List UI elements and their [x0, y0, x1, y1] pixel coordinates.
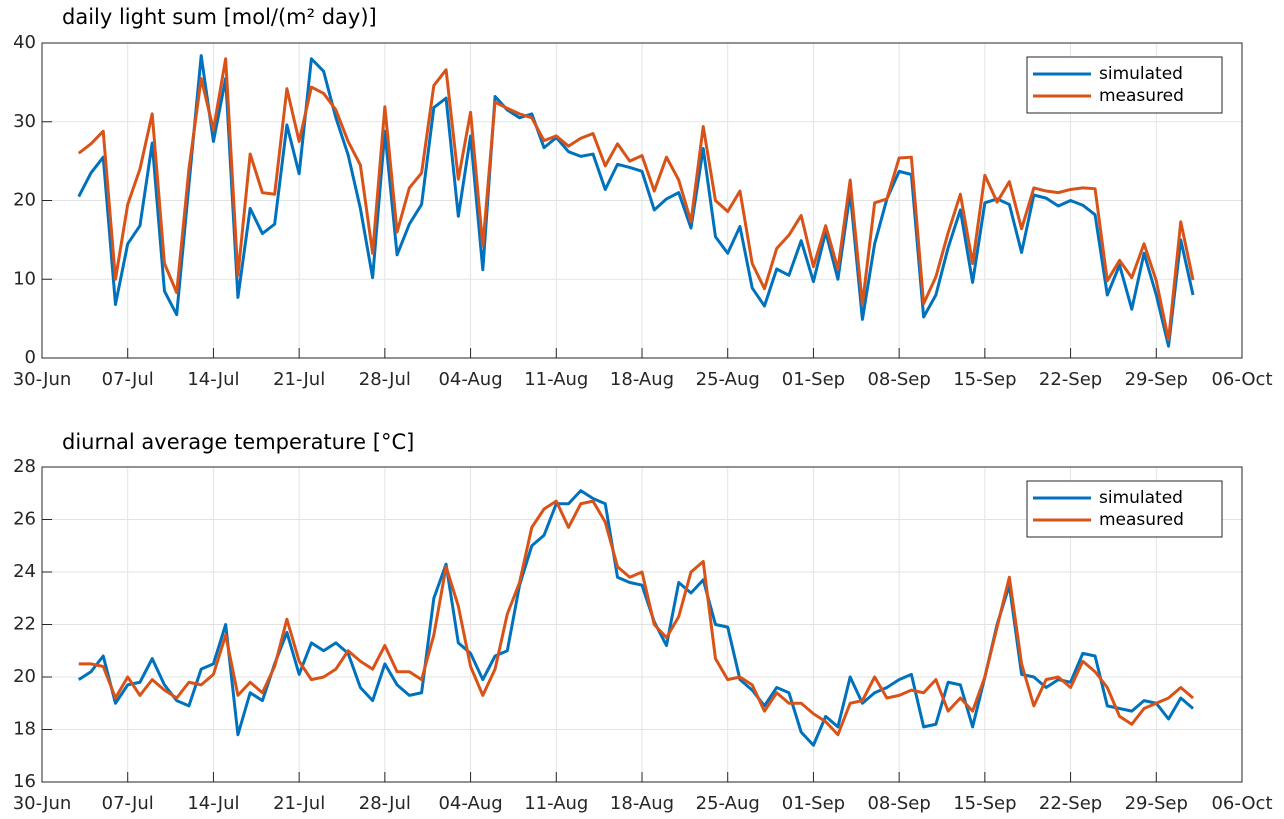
chart-title: daily light sum [mol/(m² day)]	[62, 5, 377, 29]
x-tick-label: 07-Jul	[102, 793, 154, 814]
y-tick-label: 20	[13, 190, 36, 211]
x-tick-label: 06-Oct	[1211, 369, 1272, 390]
x-tick-label: 14-Jul	[187, 793, 239, 814]
legend-label: measured	[1099, 86, 1184, 106]
x-tick-label: 14-Jul	[187, 369, 239, 390]
y-tick-label: 24	[13, 561, 36, 582]
x-tick-label: 07-Jul	[102, 369, 154, 390]
plot-frame	[41, 42, 1243, 359]
x-tick-label: 28-Jul	[359, 369, 411, 390]
y-tick-label: 26	[13, 509, 36, 530]
y-tick-label: 28	[13, 456, 36, 477]
y-tick-label: 10	[13, 268, 36, 289]
x-tick-label: 06-Oct	[1211, 793, 1272, 814]
data-line	[77, 54, 1195, 348]
x-tick-label: 08-Sep	[867, 369, 930, 390]
y-tick-label: 30	[13, 111, 36, 132]
y-tick-label: 0	[25, 347, 36, 368]
legend-box	[1026, 56, 1223, 114]
x-tick-label: 30-Jun	[13, 369, 72, 390]
x-tick-label: 18-Aug	[610, 369, 674, 390]
plot-frame	[41, 466, 1243, 783]
x-tick-label: 04-Aug	[438, 793, 502, 814]
legend-box	[1026, 480, 1223, 538]
x-tick-label: 25-Aug	[696, 369, 760, 390]
x-tick-label: 21-Jul	[273, 369, 325, 390]
x-tick-label: 04-Aug	[438, 369, 502, 390]
x-tick-label: 15-Sep	[953, 369, 1016, 390]
x-tick-label: 21-Jul	[273, 793, 325, 814]
x-tick-label: 01-Sep	[782, 369, 845, 390]
chart-title: diurnal average temperature [°C]	[62, 430, 414, 454]
x-tick-label: 22-Sep	[1039, 793, 1102, 814]
y-tick-label: 40	[13, 32, 36, 53]
x-tick-label: 30-Jun	[13, 793, 72, 814]
x-tick-label: 11-Aug	[524, 793, 588, 814]
x-tick-label: 11-Aug	[524, 369, 588, 390]
y-tick-label: 20	[13, 666, 36, 687]
x-tick-label: 01-Sep	[782, 793, 845, 814]
x-tick-label: 22-Sep	[1039, 369, 1102, 390]
x-tick-label: 15-Sep	[953, 793, 1016, 814]
data-line	[77, 57, 1195, 342]
x-tick-label: 29-Sep	[1125, 793, 1188, 814]
legend-label: simulated	[1099, 64, 1183, 84]
x-tick-label: 08-Sep	[867, 793, 930, 814]
x-tick-label: 28-Jul	[359, 793, 411, 814]
legend-label: simulated	[1099, 488, 1183, 508]
data-line	[78, 499, 1194, 737]
y-tick-label: 22	[13, 614, 36, 635]
x-tick-label: 29-Sep	[1125, 369, 1188, 390]
x-tick-label: 25-Aug	[696, 793, 760, 814]
y-tick-label: 18	[13, 719, 36, 740]
y-tick-label: 16	[13, 771, 36, 792]
legend-label: measured	[1099, 510, 1184, 530]
x-tick-label: 18-Aug	[610, 793, 674, 814]
